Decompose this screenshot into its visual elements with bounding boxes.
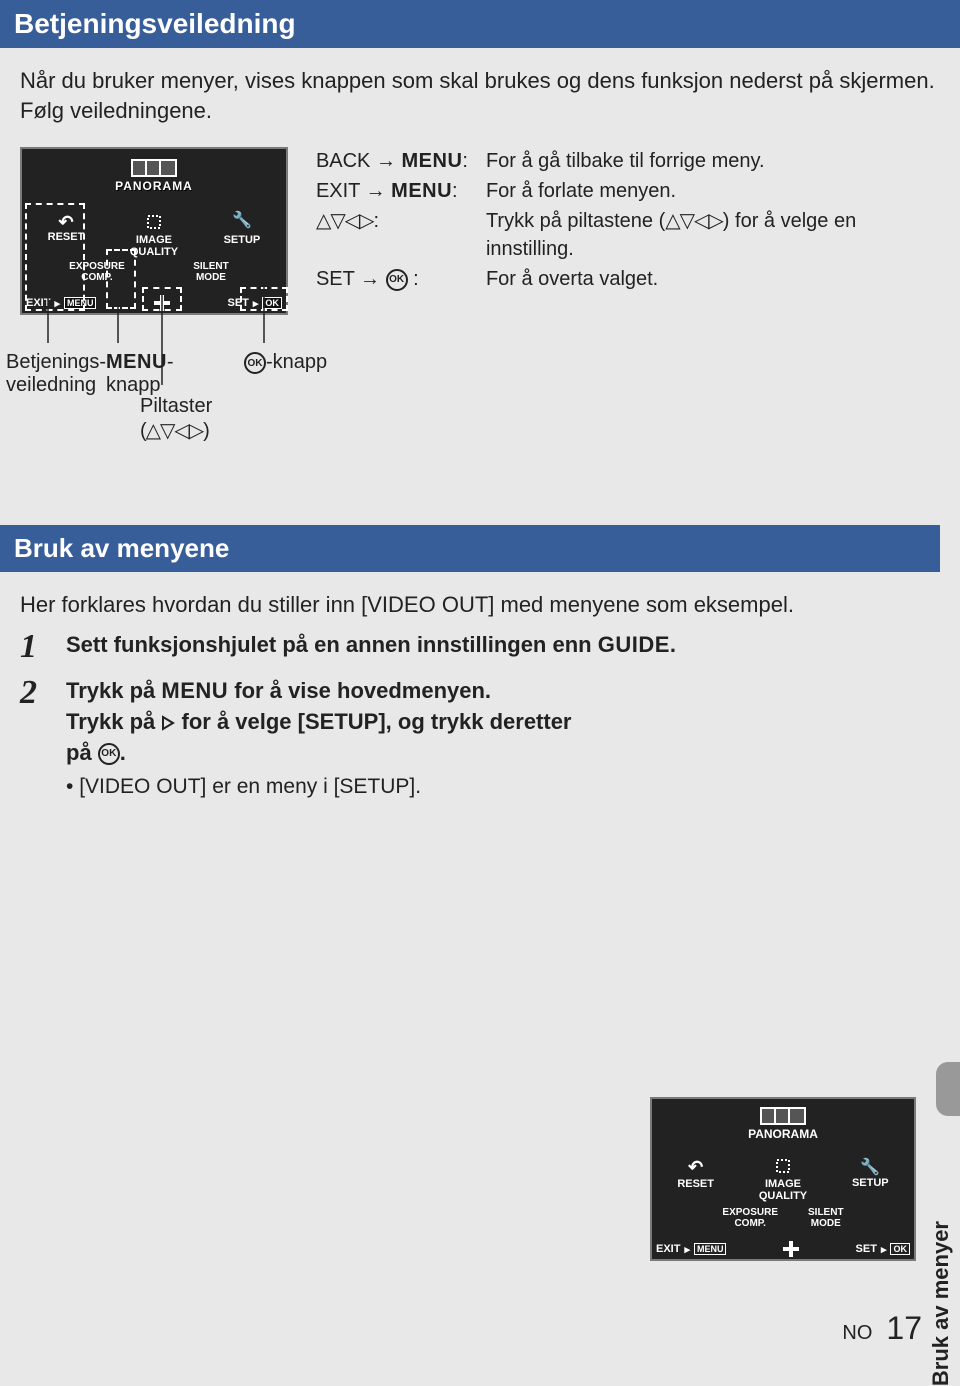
ok-icon: OK xyxy=(386,269,408,291)
step-1-text: Sett funksjonshjulet på en annen innstil… xyxy=(66,630,940,661)
callout-3: Piltaster(△▽◁▷) xyxy=(140,395,212,443)
ok-icon: OK xyxy=(98,743,120,765)
callout-2: MENU- knapp xyxy=(106,351,174,397)
panorama-label: PANORAMA xyxy=(22,179,286,193)
setup-label: SETUP xyxy=(224,234,261,246)
intro-text: Når du bruker menyer, vises knappen som … xyxy=(20,66,940,125)
callout-labels: Betjenings- veiledning MENU- knapp Pilta… xyxy=(20,325,940,485)
image-quality-icon xyxy=(119,213,189,231)
callout-4: OK-knapp xyxy=(244,351,327,374)
callout-1: Betjenings- veiledning xyxy=(6,351,116,397)
section2-desc: Her forklares hvordan du stiller inn [VI… xyxy=(20,590,940,620)
page-footer: NO 17 xyxy=(842,1310,922,1347)
camera-screen-2: PANORAMA ↶ RESET IMAGEQUALITY 🔧 SETUP EX… xyxy=(650,1097,916,1261)
step-number: 1 xyxy=(20,630,48,664)
step-2-text: Trykk på MENU for å vise hovedmenyen. Tr… xyxy=(66,676,940,802)
silent-label: SILENTMODE xyxy=(169,261,253,283)
page-number: 17 xyxy=(886,1310,922,1347)
setup-icon: 🔧 xyxy=(207,213,277,231)
page-thumb-tab xyxy=(936,1062,960,1116)
section-header-1: Betjeningsveiledning xyxy=(0,0,960,48)
panorama-icon xyxy=(133,159,175,177)
side-tab-label: Bruk av menyer xyxy=(928,1221,954,1386)
section-header-2: Bruk av menyene xyxy=(0,525,940,572)
step-number: 2 xyxy=(20,676,48,710)
footer-lang: NO xyxy=(842,1322,872,1345)
button-description-table: BACK → MENU: For å gå tilbake til forrig… xyxy=(316,147,940,295)
steps-list: 1 Sett funksjonshjulet på en annen innst… xyxy=(20,630,940,802)
right-triangle-icon xyxy=(161,707,175,738)
